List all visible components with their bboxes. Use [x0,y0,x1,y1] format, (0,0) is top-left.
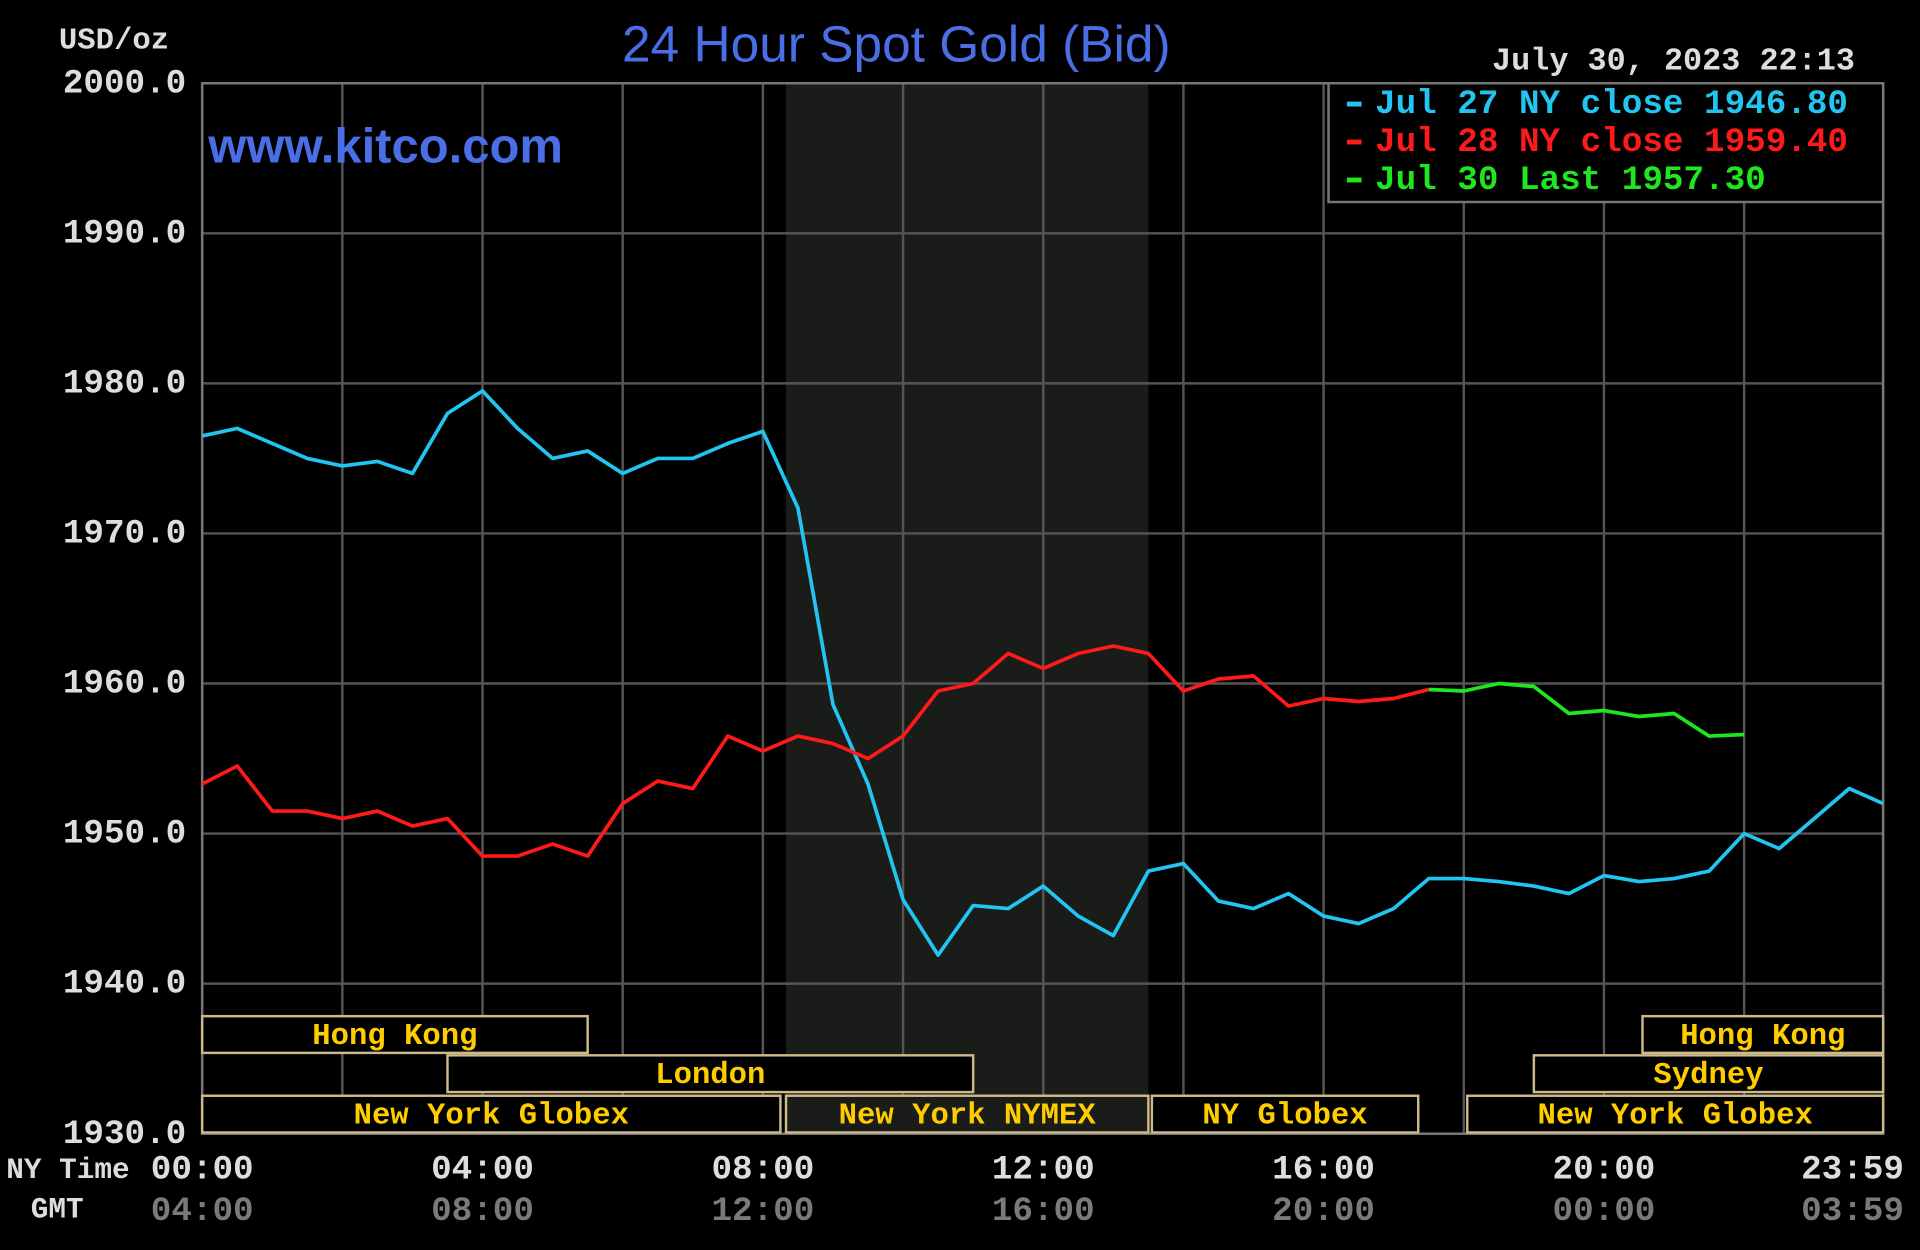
session-label: London [655,1059,765,1093]
session-label: New York Globex [1537,1099,1812,1133]
x-tick-label: 12:00 [992,1150,1095,1189]
x2-tick-label: 00:00 [1553,1192,1656,1231]
x2-tick-label: 20:00 [1272,1192,1375,1231]
x2-tick-label: 08:00 [431,1192,534,1231]
y-tick-label: 1960.0 [63,665,186,704]
series-line [1428,681,1745,738]
y-tick-label: 1970.0 [63,515,186,554]
series-line [201,644,1430,858]
session-label: New York Globex [354,1099,629,1133]
y-axis-label: USD/oz [59,24,169,58]
legend-label: Jul 28 NY close 1959.40 [1375,123,1848,162]
x2-axis-label: GMT [31,1193,84,1226]
x-tick-label: 23:59 [1801,1150,1904,1189]
timestamp: July 30, 2023 22:13 [1492,44,1855,80]
x2-tick-label: 03:59 [1801,1192,1904,1231]
plot-border [200,82,1885,1135]
session-label: Hong Kong [312,1020,477,1054]
watermark: www.kitco.com [207,119,563,173]
chart-title: 24 Hour Spot Gold (Bid) [622,14,1171,72]
x-axis-label: NY Time [6,1154,129,1187]
y-tick-label: 2000.0 [63,64,186,103]
x-tick-label: 04:00 [431,1150,534,1189]
session-box [446,1054,975,1094]
x-tick-label: 08:00 [711,1150,814,1189]
session-box [200,1094,782,1134]
y-tick-label: 1950.0 [63,815,186,854]
legend-label: Jul 30 Last 1957.30 [1375,161,1766,200]
x-tick-label: 00:00 [151,1150,254,1189]
session-label: Hong Kong [1680,1020,1845,1054]
session-box [784,1094,1150,1134]
session-label: NY Globex [1202,1099,1367,1133]
x-tick-label: 20:00 [1553,1150,1656,1189]
session-box [1466,1094,1885,1134]
session-label: New York NYMEX [839,1099,1097,1133]
x-tick-label: 16:00 [1272,1150,1375,1189]
y-tick-label: 1940.0 [63,965,186,1004]
session-shade [786,83,1149,1134]
x2-tick-label: 04:00 [151,1192,254,1231]
x2-tick-label: 16:00 [992,1192,1095,1231]
session-box [200,1014,589,1055]
session-box [1641,1014,1885,1055]
y-tick-label: 1990.0 [63,214,186,253]
session-label: Sydney [1653,1059,1763,1093]
y-tick-label: 1980.0 [63,364,186,403]
y-tick-label: 1930.0 [63,1115,186,1154]
legend-box [1327,82,1885,204]
series-line [201,389,1884,957]
x2-tick-label: 12:00 [711,1192,814,1231]
session-box [1532,1054,1885,1094]
session-box [1150,1094,1420,1134]
legend-label: Jul 27 NY close 1946.80 [1375,85,1848,124]
